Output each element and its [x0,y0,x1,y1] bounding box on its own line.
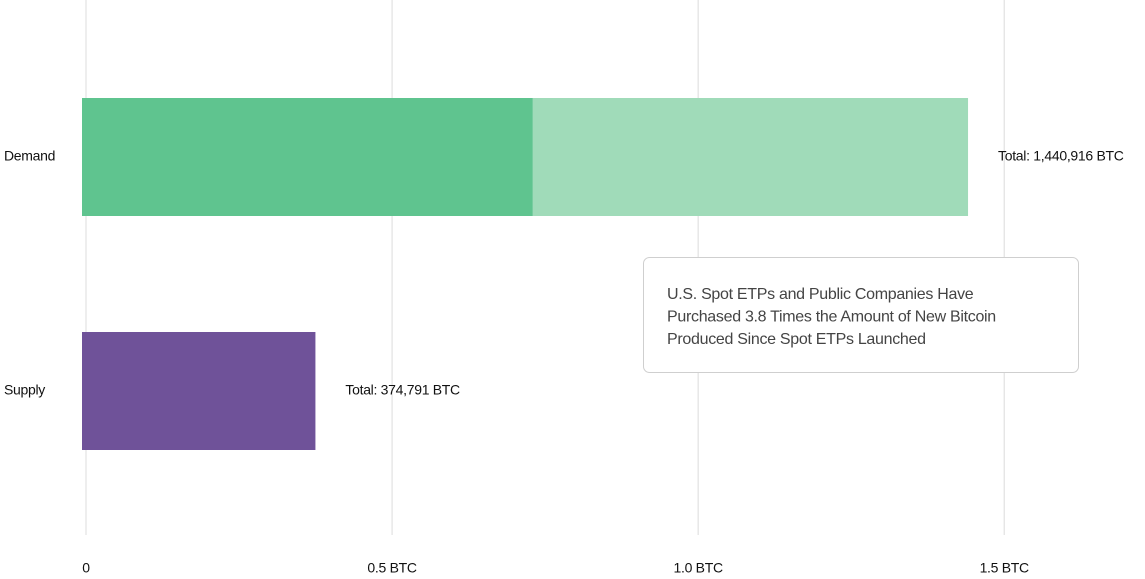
x-tick-label: 0 [82,560,90,576]
x-tick-label: 0.5 BTC [367,560,416,576]
x-tick-label: 1.0 BTC [674,560,723,576]
annotation-text: Purchased 3.8 Times the Amount of New Bi… [667,309,996,326]
total-label: Total: 1,440,916 BTC [998,148,1124,164]
y-tick-label: Supply [4,382,45,398]
bar-segment [82,332,316,450]
bar-segment [532,98,969,216]
x-tick-label: 1.5 BTC [980,560,1029,576]
annotation-text: U.S. Spot ETPs and Public Companies Have [667,286,974,303]
annotation-box [643,257,1079,373]
total-label: Total: 374,791 BTC [345,382,460,398]
bar-segment [82,98,533,216]
annotation-text: Produced Since Spot ETPs Launched [667,331,926,348]
y-tick-label: Demand [4,148,55,164]
